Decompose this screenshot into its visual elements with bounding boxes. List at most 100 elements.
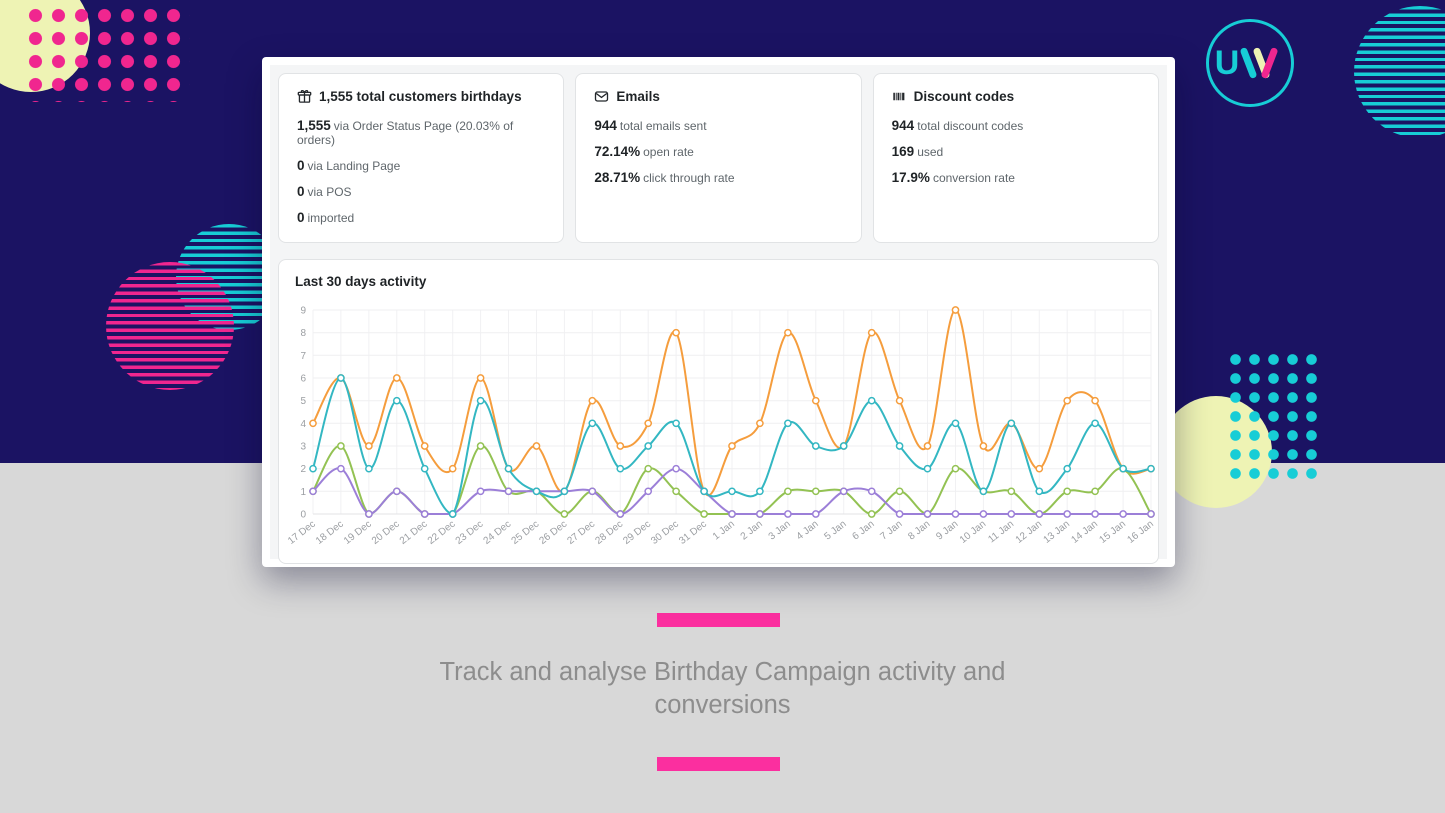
stat-card-emails: Emails 944 total emails sent 72.14% open r… [575,73,862,243]
stat-value: 0 [297,158,305,173]
chart-title: Last 30 days activity [295,274,427,289]
stat-row: 944 total emails sent [594,118,842,133]
chart-point-purple [672,464,680,473]
chart-point-teal [951,419,960,428]
chart-point-teal [420,464,429,473]
chart-series-teal [309,374,1155,518]
chart-point-teal [1063,464,1072,473]
chart-point-orange [365,442,373,450]
chart-point-purple [309,487,317,496]
chart-point-green [784,487,792,496]
chart-point-green [476,442,485,450]
svg-text:13 Jan: 13 Jan [1042,519,1072,546]
chart-point-teal [448,510,457,518]
chart-point-teal [476,396,485,405]
stat-value: 72.14% [594,144,641,159]
svg-text:14 Jan: 14 Jan [1070,519,1100,546]
stat-value: 0 [297,184,305,199]
uw-logo-mark: U [1215,44,1286,83]
svg-text:1 Jan: 1 Jan [711,519,737,543]
stat-card-emails-header: Emails [594,89,842,104]
stat-value: 28.71% [594,170,641,185]
stat-card-title: 1,555 total customers birthdays [319,89,522,104]
chart-point-purple [811,510,820,518]
chart-point-purple [1063,510,1072,518]
svg-text:7: 7 [300,351,306,362]
chart-point-purple [337,464,345,473]
chart-point-teal [392,396,401,405]
chart-point-purple [756,510,764,518]
chart-point-teal [867,396,876,405]
svg-text:28 Dec: 28 Dec [593,519,625,547]
svg-text:26 Dec: 26 Dec [538,519,570,547]
stat-value: 17.9% [891,170,930,185]
chart-point-orange [728,442,736,450]
chart-point-purple [392,487,401,496]
stat-row: 28.71% click through rate [594,170,842,185]
chart-point-teal [337,374,345,382]
chart-point-teal [728,487,736,496]
chart-point-teal [365,464,373,473]
chart-point-teal [923,464,932,473]
chart-point-teal [1119,464,1127,473]
stat-card-discount-codes-header: Discount codes [892,89,1140,104]
svg-text:29 Dec: 29 Dec [621,519,653,547]
svg-text:31 Dec: 31 Dec [677,519,709,547]
stat-row: 169 used [892,144,1140,159]
stat-card-discount-codes: Discount codes 944 total discount codes 1… [872,73,1159,243]
chart-point-purple [728,510,736,518]
chart-point-purple [923,510,932,518]
logo-letter-u: U [1214,43,1240,82]
chart-point-orange [867,328,876,337]
svg-text:1: 1 [300,487,306,498]
chart-point-green [811,487,820,496]
stat-row: 944 total discount codes [892,118,1140,133]
chart-point-teal [644,442,653,450]
chart-point-orange [588,396,597,405]
chart-point-green [672,487,680,496]
chart-point-teal [700,487,708,496]
chart-point-orange [811,396,820,405]
chart-point-green [560,510,569,518]
chart-point-orange [616,442,625,450]
chart-point-teal [839,442,848,450]
chart-point-purple [784,510,792,518]
chart-point-orange [895,396,904,405]
chart-point-teal [1007,419,1016,428]
chart-point-purple [1091,510,1099,518]
svg-text:24 Dec: 24 Dec [482,519,514,547]
chart-point-purple [588,487,597,496]
chart-point-green [895,487,904,496]
svg-text:15 Jan: 15 Jan [1098,519,1128,546]
chart-point-orange [644,419,653,428]
svg-text:0: 0 [300,510,306,521]
barcode-icon [892,92,905,101]
email-icon [595,91,609,102]
svg-text:12 Jan: 12 Jan [1014,519,1044,546]
chart-point-teal [504,464,513,473]
chart-point-orange [476,374,485,382]
cyan-dot-grid-right [1226,350,1322,483]
logo-letter-w [1239,46,1285,80]
pink-accent-bar-bottom [657,757,780,771]
svg-text:6 Jan: 6 Jan [850,519,876,543]
stats-row: 1,555 total customers birthdays 1,555 via… [278,73,1159,243]
pink-striped-circle-left [106,262,234,390]
chart-point-purple [1035,510,1044,518]
svg-text:30 Dec: 30 Dec [649,519,681,547]
stat-label: open rate [643,145,694,159]
stat-label: via POS [307,185,352,199]
chart-point-purple [644,487,653,496]
chart-point-orange [756,419,764,428]
chart-point-teal [560,487,569,496]
chart-y-axis: 0 1 2 3 4 5 6 7 8 9 [300,306,306,521]
chart-point-teal [1035,487,1044,496]
chart-point-orange [951,306,960,314]
stat-row: 0 imported [297,210,545,225]
chart-point-purple [616,510,625,518]
svg-text:16 Jan: 16 Jan [1125,519,1155,546]
svg-text:25 Dec: 25 Dec [510,519,542,547]
chart-point-teal [784,419,792,428]
